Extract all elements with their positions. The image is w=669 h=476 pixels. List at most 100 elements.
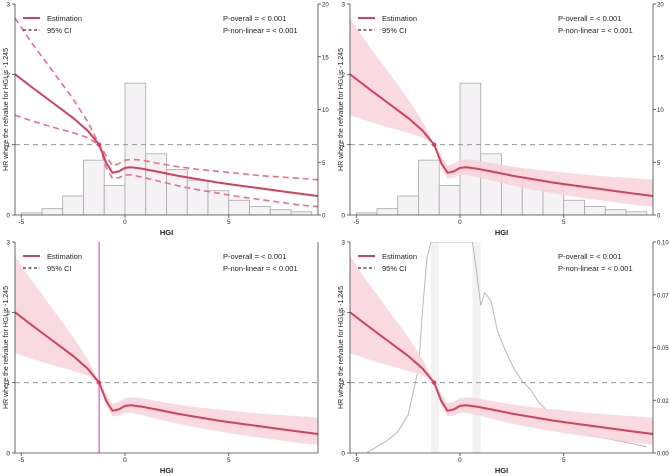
legend: Estimation 95% CI: [358, 14, 417, 35]
histogram-bar: [62, 195, 84, 215]
legend-estimation-label: Estimation: [47, 14, 82, 23]
y2-tick-label: 0: [322, 214, 326, 220]
histogram-bar: [186, 179, 209, 215]
ci-band: [350, 256, 653, 445]
y-tick-label: 2: [341, 72, 345, 79]
ci-band: [350, 18, 653, 207]
p-overall-text: P-overall = < 0.001: [558, 252, 621, 261]
plot-area: [15, 242, 318, 453]
x-tick-label: 0: [123, 457, 127, 464]
y2-tick-label: 5: [322, 161, 326, 167]
histogram-bar: [438, 185, 461, 215]
x-tick-label: -5: [18, 219, 24, 226]
estimate-line: [15, 311, 318, 435]
estimate-line: [350, 311, 653, 435]
histogram-bar: [41, 208, 64, 215]
y2-tick-label: 0.000: [657, 452, 669, 458]
y-tick-label: 0: [341, 213, 345, 220]
histogram-bar: [228, 199, 250, 215]
y-tick-label: 1: [6, 142, 10, 149]
estimate-line: [350, 73, 653, 197]
legend-ci-label: 95% CI: [47, 26, 72, 35]
legend-ci-label: 95% CI: [382, 264, 407, 273]
y2-tick-label: 0.025: [657, 399, 669, 405]
y-tick-label: 3: [341, 2, 345, 9]
histogram-bar: [563, 199, 585, 215]
y-tick-label: 3: [341, 240, 345, 247]
y2-tick-label: 20: [657, 3, 664, 9]
ci-band: [15, 256, 318, 445]
x-tick-label: 0: [458, 457, 462, 464]
x-tick-label: -5: [18, 457, 24, 464]
y-tick-label: 1: [341, 142, 345, 149]
legend-estimation-label: Estimation: [47, 252, 82, 261]
x-tick-label: -5: [353, 457, 359, 464]
y-tick-label: 2: [341, 310, 345, 317]
y2-tick-label: 10: [657, 108, 664, 114]
p-overall-text: P-overall = < 0.001: [223, 252, 286, 261]
density-shade: [430, 242, 440, 453]
panel-C: 0 1 2 3 -5 0 5 HGI HR where the refvalue for HGI…: [3, 240, 319, 475]
x-axis-label: HGI: [160, 466, 173, 475]
y2-tick-label: 10: [322, 108, 329, 114]
y2-tick-label: 15: [322, 55, 329, 61]
p-overall-text: P-overall = < 0.001: [223, 14, 286, 23]
y-tick-label: 2: [6, 310, 10, 317]
p-nonlinear-text: P-non-linear = < 0.001: [558, 26, 633, 35]
y-axis-label: HR where the refvalue for HGI is -1.245: [338, 48, 345, 171]
y2-tick-label: 0.100: [657, 241, 669, 247]
reference-point: [431, 380, 437, 385]
panel-A: 0 1 2 3 -5 0 5 0 5 10 15 20 HGI HR where the refvalue…: [3, 2, 329, 238]
y2-tick-label: 0: [657, 214, 661, 220]
histogram-bar: [376, 208, 399, 215]
histogram-bar: [418, 159, 440, 215]
reference-point: [431, 142, 437, 147]
legend-ci-label: 95% CI: [382, 26, 407, 35]
y-axis-label: HR where the refvalue for HGI is -1.245: [3, 48, 10, 171]
y-tick-label: 0: [6, 213, 10, 220]
histogram-bar: [584, 206, 606, 215]
y-tick-label: 2: [6, 72, 10, 79]
p-nonlinear-text: P-non-linear = < 0.001: [223, 26, 298, 35]
y2-tick-label: 5: [657, 161, 661, 167]
histogram-bar: [625, 211, 648, 215]
ci-upper-line: [15, 17, 318, 181]
x-tick-label: 0: [123, 219, 127, 226]
plot-area: [350, 18, 653, 215]
estimate-line: [15, 73, 318, 197]
histogram-bar: [397, 195, 419, 215]
histogram-bar: [103, 185, 126, 215]
y2-tick-label: 0.075: [657, 293, 669, 299]
legend: Estimation 95% CI: [358, 252, 417, 273]
histogram-bar: [459, 82, 482, 215]
x-tick-label: 5: [562, 457, 566, 464]
y-tick-label: 3: [6, 240, 10, 247]
x-tick-label: 5: [562, 219, 566, 226]
histogram-bar: [83, 159, 105, 215]
p-overall-text: P-overall = < 0.001: [558, 14, 621, 23]
reference-point: [96, 142, 102, 147]
y2-tick-label: 15: [657, 55, 664, 61]
y-tick-label: 0: [6, 451, 10, 458]
y-axis-label: HR where the refvalue for HGI is -1.245: [3, 286, 10, 409]
legend: Estimation 95% CI: [23, 14, 82, 35]
y-axis-label: HR where the refvalue for HGI is -1.245: [338, 286, 345, 409]
p-nonlinear-text: P-non-linear = < 0.001: [558, 264, 633, 273]
y-tick-label: 1: [6, 380, 10, 387]
legend: Estimation 95% CI: [23, 252, 82, 273]
histogram-bar: [269, 209, 292, 215]
panel-B: 0 1 2 3 -5 0 5 0 5 10 15 20 HGI HR where the refvalue…: [338, 2, 664, 238]
reference-point: [96, 380, 102, 385]
legend-ci-label: 95% CI: [47, 264, 72, 273]
x-axis-label: HGI: [495, 466, 508, 475]
x-axis-label: HGI: [495, 228, 508, 237]
ci-lower-line: [15, 114, 318, 208]
y2-tick-label: 20: [322, 3, 329, 9]
histogram-bar: [124, 82, 147, 215]
y-tick-label: 1: [341, 380, 345, 387]
histogram-bar: [604, 209, 627, 215]
x-tick-label: 0: [458, 219, 462, 226]
legend-estimation-label: Estimation: [382, 14, 417, 23]
plot-area: [350, 242, 653, 453]
x-axis-label: HGI: [160, 228, 173, 237]
